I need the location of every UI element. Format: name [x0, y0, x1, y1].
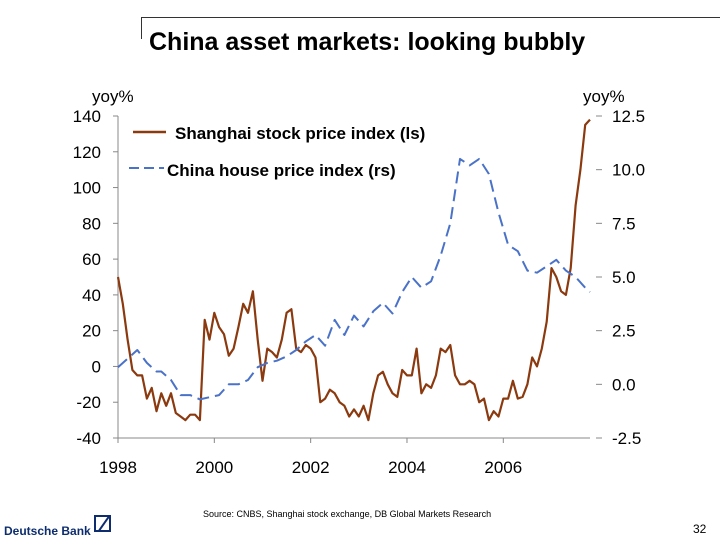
chart-legend: Shanghai stock price index (ls) China hou…	[129, 124, 425, 180]
y-left-tick-label: -20	[76, 393, 101, 412]
y-left-tick-label: -40	[76, 429, 101, 448]
legend-label-house-price: China house price index (rs)	[167, 161, 396, 180]
china-house-price-index-line	[117, 157, 591, 401]
y-left-tick-label: 60	[82, 250, 101, 269]
chart-series	[116, 118, 591, 422]
y-left-tick-label: 140	[73, 107, 101, 126]
x-tick-label: 2006	[484, 458, 522, 477]
y-right-tick-label: 12.5	[612, 107, 645, 126]
y-right-tick-label: 5.0	[612, 268, 636, 287]
y-right-tick-label: -2.5	[612, 429, 641, 448]
y-left-tick-label: 0	[92, 357, 101, 376]
y-left-tick-label: 40	[82, 286, 101, 305]
y-axis-right-label: yoy%	[583, 87, 625, 106]
deutsche-bank-logo-icon	[94, 515, 111, 532]
y-left-tick-label: 20	[82, 322, 101, 341]
brand-name: Deutsche Bank	[4, 524, 91, 538]
y-right-tick-label: 7.5	[612, 214, 636, 233]
y-right-tick-label: 2.5	[612, 322, 636, 341]
legend-label-shanghai: Shanghai stock price index (ls)	[175, 124, 425, 143]
y-left-tick-label: 100	[73, 179, 101, 198]
y-right-tick-label: 10.0	[612, 161, 645, 180]
x-tick-label: 2002	[292, 458, 330, 477]
page-number: 32	[693, 522, 707, 536]
chart-title: China asset markets: looking bubbly	[149, 28, 586, 56]
x-tick-label: 2004	[388, 458, 426, 477]
x-tick-label: 2000	[195, 458, 233, 477]
header-rule-left	[141, 17, 142, 39]
y-axis-left-label: yoy%	[92, 87, 134, 106]
chart-axes: yoy% yoy%140120100806040200-20-4012.510.0…	[73, 87, 645, 477]
x-tick-label: 1998	[99, 458, 137, 477]
source-note: Source: CNBS, Shanghai stock exchange, D…	[203, 509, 492, 519]
y-right-tick-label: 0.0	[612, 375, 636, 394]
y-left-tick-label: 120	[73, 143, 101, 162]
header-rule-top	[141, 17, 720, 18]
y-left-tick-label: 80	[82, 214, 101, 233]
shanghai-stock-index-line	[116, 118, 591, 422]
